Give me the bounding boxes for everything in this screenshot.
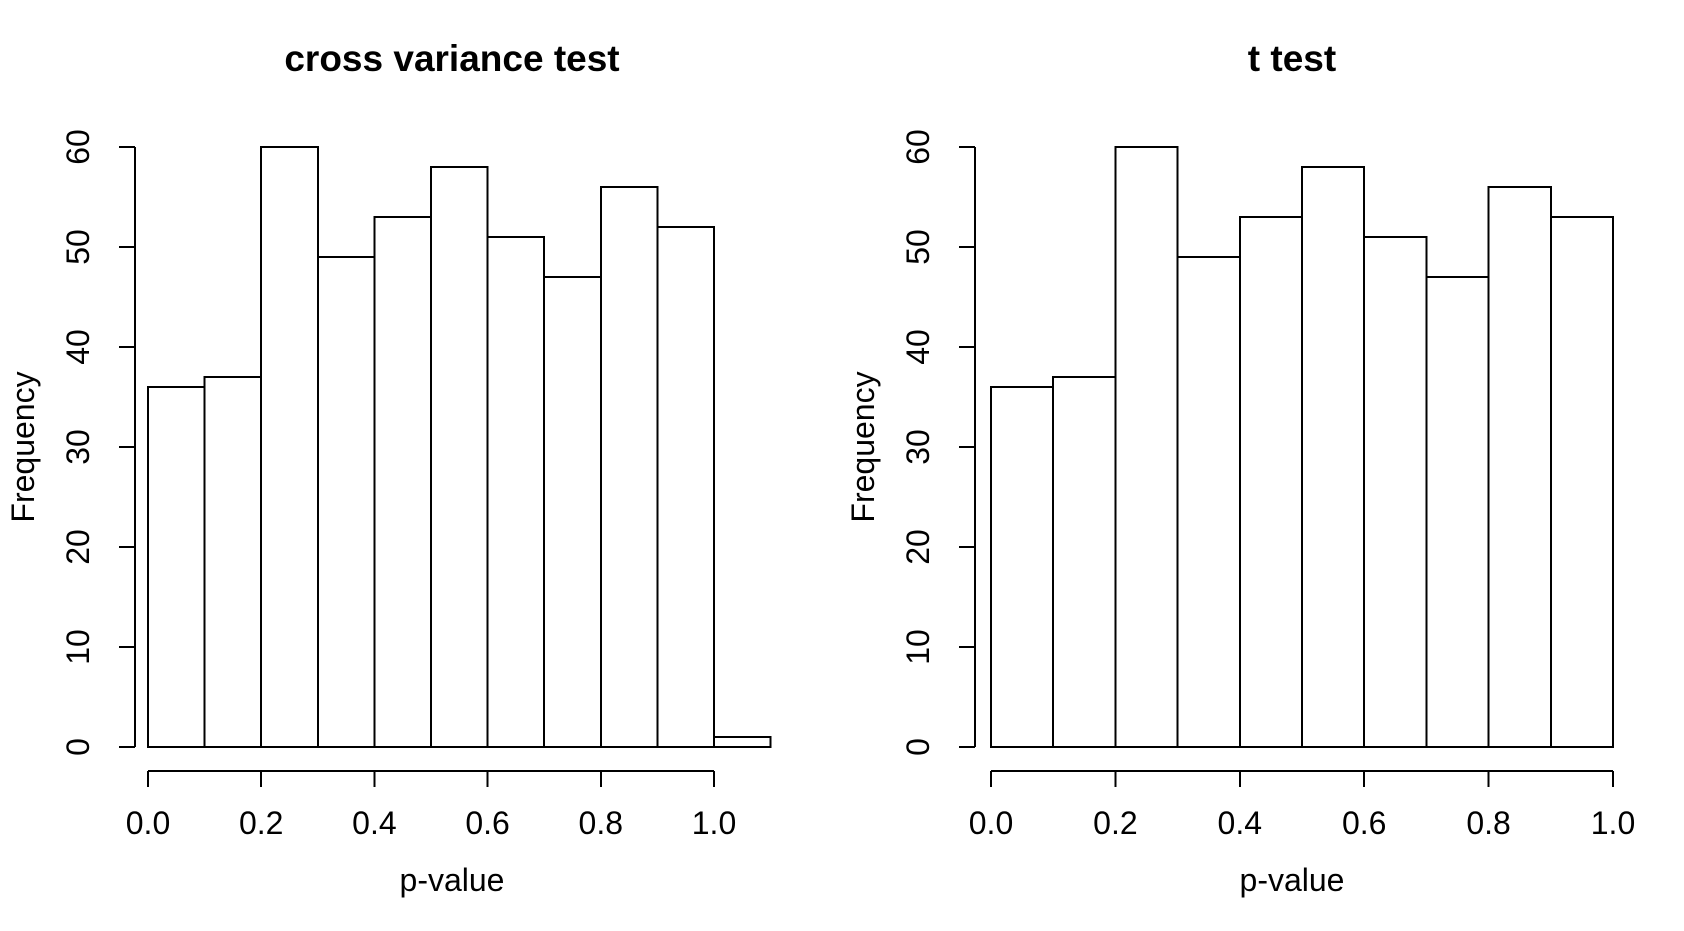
histogram-bar [486,236,546,748]
histogram-bar [1301,166,1366,748]
x-tick-label: 0.4 [352,805,396,841]
y-tick-label: 30 [900,429,936,465]
x-tick-label: 0.8 [1466,805,1510,841]
histogram-bar [1549,216,1615,748]
histogram-bar [1114,146,1179,748]
x-axis-label: p-value [1240,862,1345,898]
x-tick-label: 0.6 [465,805,509,841]
y-tick-label: 60 [60,129,96,165]
y-tick-label: 40 [60,329,96,365]
y-tick-label: 40 [900,329,936,365]
y-tick-label: 20 [900,529,936,565]
right-histogram: 0 10 20 30 40 50 60 0.0 0.2 0.4 0.6 0.8 1.0 t test p-v… [845,38,1635,898]
y-axis-label: Frequency [5,371,41,522]
x-tick-label: 0.2 [1093,805,1137,841]
y-tick-label: 50 [900,229,936,265]
y-tick-label: 20 [60,529,96,565]
histogram-bar [1238,216,1304,748]
histogram-bar [147,386,206,748]
y-tick-label: 50 [60,229,96,265]
x-tick-label: 0.0 [969,805,1013,841]
histogram-bar [1052,376,1117,748]
y-tick-label: 0 [900,738,936,756]
histogram-bar [990,386,1055,748]
histogram-bar [260,146,319,748]
histogram-bar [1176,256,1241,748]
y-tick-label: 30 [60,429,96,465]
x-tick-label: 1.0 [1591,805,1635,841]
y-tick-label: 0 [60,738,96,756]
x-tick-label: 1.0 [692,805,736,841]
y-axis-label: Frequency [845,371,881,522]
x-tick-label: 0.2 [239,805,283,841]
x-tick-label: 0.0 [126,805,170,841]
histogram-bar [316,256,376,748]
histogram-bar [656,226,716,748]
y-tick-label: 10 [60,629,96,665]
y-tick-label: 60 [900,129,936,165]
x-axis-label: p-value [400,862,505,898]
x-tick-label: 0.8 [579,805,623,841]
histogram-bar [373,216,432,748]
histogram-bar [1425,276,1490,748]
left-histogram: 0 10 20 30 40 50 60 0.0 0.2 0.4 0.6 0.8 1.0 cross var… [5,38,772,898]
plot-title: cross variance test [284,38,619,79]
histogram-bar [1363,236,1428,748]
x-tick-label: 0.6 [1342,805,1386,841]
plot-title: t test [1248,38,1336,79]
histogram-bar [713,736,772,748]
histogram-bar [430,166,489,748]
histogram-bar [543,276,602,748]
x-tick-label: 0.4 [1218,805,1262,841]
histogram-bar [1487,186,1552,748]
histogram-bar [203,376,263,748]
y-tick-label: 10 [900,629,936,665]
histogram-bar [599,186,659,748]
